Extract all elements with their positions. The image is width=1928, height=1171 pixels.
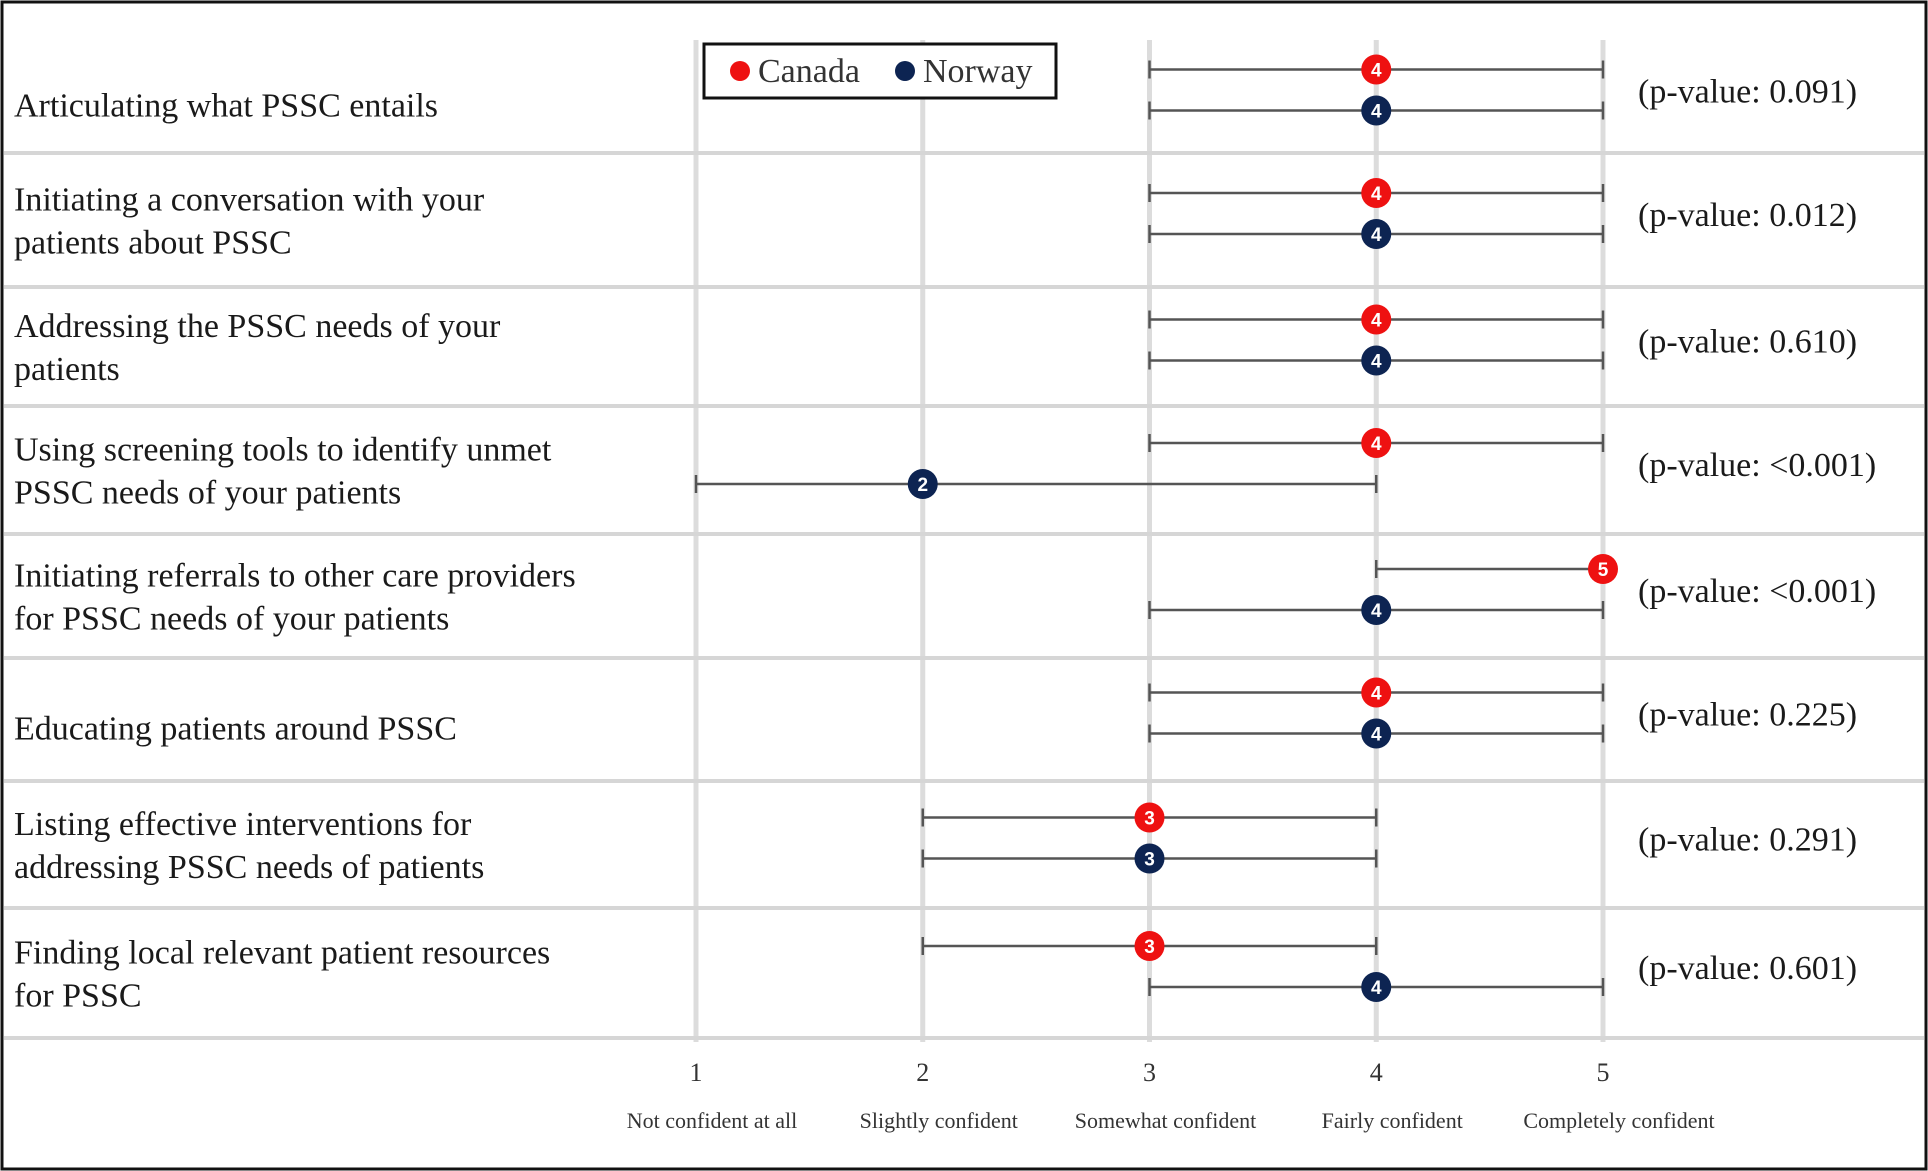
p-value-label: (p-value: 0.091): [1638, 74, 1857, 111]
norway-median-label: 4: [1371, 601, 1382, 622]
gridlines: [693, 40, 1606, 1042]
row-label: for PSSC: [14, 978, 142, 1015]
x-tick-label: 4: [1370, 1058, 1383, 1087]
row-label: Initiating a conversation with your: [14, 182, 485, 219]
row: Initiating referrals to other care provi…: [14, 554, 1876, 638]
legend-label-norway: Norway: [923, 53, 1033, 90]
norway-median-marker: [1134, 843, 1165, 874]
row-label: Finding local relevant patient resources: [14, 935, 550, 972]
canada-median-label: 4: [1371, 184, 1382, 205]
norway-median-label: 4: [1371, 102, 1382, 123]
legend-marker-norway: [895, 61, 915, 81]
row-separators: [4, 151, 1924, 1040]
norway-median-label: 3: [1144, 850, 1155, 871]
x-tick-label: 1: [690, 1058, 703, 1087]
row-label: patients: [14, 351, 120, 388]
norway-median-marker: [1361, 595, 1392, 625]
canada-median-label: 4: [1371, 434, 1382, 455]
rows: Articulating what PSSC entails (p-value: …: [14, 54, 1876, 1015]
row-label: Listing effective interventions for: [14, 806, 472, 843]
x-tick-description: Fairly confident: [1322, 1108, 1463, 1133]
legend-marker-canada: [730, 61, 750, 81]
canada-median-label: 4: [1371, 684, 1382, 705]
p-value-label: (p-value: <0.001): [1638, 447, 1876, 484]
canada-median-marker: [1134, 802, 1165, 833]
row-label: addressing PSSC needs of patients: [14, 849, 484, 886]
p-value-label: (p-value: 0.225): [1638, 697, 1857, 734]
canada-median-marker: [1361, 304, 1392, 335]
canada-median-label: 5: [1598, 560, 1609, 581]
norway-median-label: 2: [917, 475, 928, 496]
norway-median-label: 4: [1371, 352, 1382, 373]
x-tick-description: Somewhat confident: [1075, 1108, 1256, 1133]
canada-median-marker: [1361, 54, 1392, 85]
x-tick-label: 3: [1143, 1058, 1156, 1087]
norway-median-marker: [1361, 718, 1392, 749]
p-value-label: (p-value: <0.001): [1638, 573, 1876, 610]
row: Finding local relevant patient resources…: [14, 931, 1857, 1015]
canada-median-label: 4: [1371, 311, 1382, 332]
x-tick-description: Not confident at all: [627, 1108, 797, 1133]
row: Initiating a conversation with your patie…: [14, 178, 1857, 262]
norway-median-marker: [907, 469, 938, 499]
row: Using screening tools to identify unmet P…: [14, 428, 1876, 512]
p-value-label: (p-value: 0.012): [1638, 197, 1857, 234]
norway-median-marker: [1361, 95, 1392, 126]
norway-median-marker: [1361, 219, 1392, 249]
x-tick-label: 5: [1597, 1058, 1610, 1087]
x-axis: 1 Not confident at all 2 Slightly confident…: [627, 1058, 1715, 1133]
canada-median-marker: [1361, 677, 1392, 708]
x-tick-description: Slightly confident: [860, 1108, 1018, 1133]
row-label: Using screening tools to identify unmet: [14, 432, 552, 469]
canada-median-label: 3: [1144, 809, 1155, 830]
row-label: for PSSC needs of your patients: [14, 601, 449, 638]
legend-label-canada: Canada: [758, 53, 860, 90]
norway-median-label: 4: [1371, 225, 1382, 246]
norway-median-marker: [1361, 345, 1392, 376]
canada-median-label: 4: [1371, 61, 1382, 82]
norway-median-label: 4: [1371, 978, 1382, 999]
canada-median-marker: [1361, 428, 1392, 458]
row-label: Addressing the PSSC needs of your: [14, 308, 501, 345]
canada-median-label: 3: [1144, 937, 1155, 958]
row: Listing effective interventions for addre…: [14, 802, 1857, 886]
canada-median-marker: [1361, 178, 1392, 208]
row-label: PSSC needs of your patients: [14, 475, 401, 512]
row-label: Articulating what PSSC entails: [14, 88, 438, 125]
row: Articulating what PSSC entails (p-value: …: [14, 54, 1857, 126]
row-label: Educating patients around PSSC: [14, 711, 457, 748]
row: Addressing the PSSC needs of your patient…: [14, 304, 1857, 388]
p-value-label: (p-value: 0.610): [1638, 324, 1857, 361]
x-tick-description: Completely confident: [1523, 1108, 1714, 1133]
legend-box: [702, 42, 1058, 100]
canada-median-marker: [1588, 554, 1618, 584]
x-tick-label: 2: [916, 1058, 929, 1087]
norway-median-marker: [1361, 972, 1392, 1002]
p-value-label: (p-value: 0.601): [1638, 950, 1857, 987]
row-label: Initiating referrals to other care provi…: [14, 558, 576, 595]
legend: Canada Norway: [702, 42, 1058, 100]
p-value-label: (p-value: 0.291): [1638, 822, 1857, 859]
canada-median-marker: [1134, 931, 1165, 961]
row-label: patients about PSSC: [14, 225, 292, 262]
row: Educating patients around PSSC (p-value: …: [14, 677, 1857, 749]
norway-median-label: 4: [1371, 725, 1382, 746]
